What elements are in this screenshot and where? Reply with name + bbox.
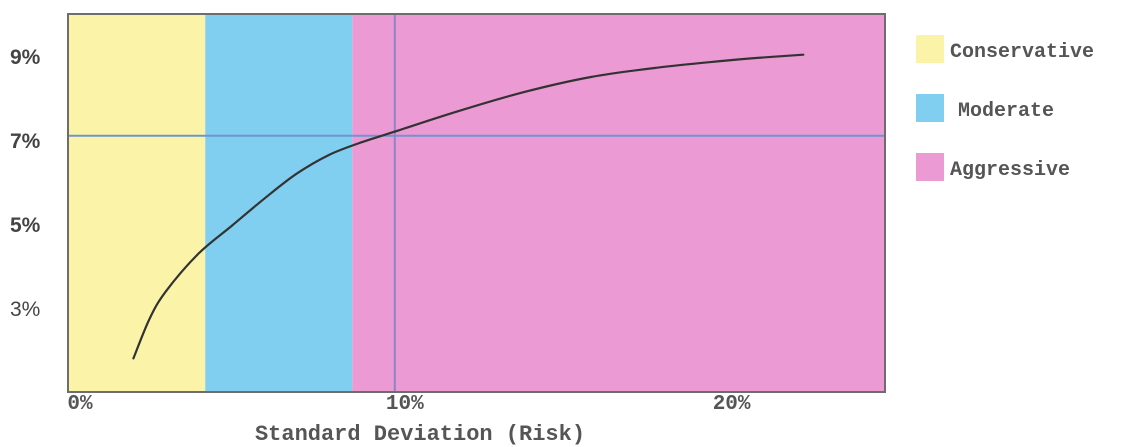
legend-item-conservative: Conservative [916,35,1094,64]
legend-label: Conservative [950,41,1094,64]
legend-swatch [916,35,944,63]
x-tick-label: 10% [386,393,424,416]
x-tick-label: 20% [713,393,751,416]
x-tick-label: 0% [67,393,93,416]
y-tick-label: 5% [10,214,41,237]
legend-swatch [916,94,944,122]
risk-regions [68,14,885,392]
x-axis-label: Standard Deviation (Risk) [255,422,585,447]
legend-item-moderate: Moderate [916,94,1054,123]
legend-label: Aggressive [950,159,1070,182]
legend: Conservative Moderate Aggressive [916,35,1094,182]
y-tick-label: 9% [10,46,41,69]
y-axis-ticks: 9% 7% 5% 3% [10,46,41,321]
y-tick-label: 7% [10,130,41,153]
reference-lines [68,14,885,392]
x-axis-ticks: 0% 10% 20% [67,393,751,416]
plot-frame [67,13,886,393]
legend-swatch [916,153,944,181]
region-aggressive [352,14,885,392]
legend-item-aggressive: Aggressive [916,153,1070,182]
legend-label: Moderate [958,100,1054,123]
region-moderate [205,14,353,392]
efficient-frontier-curve [132,53,805,360]
y-tick-label: 3% [10,298,40,321]
region-conservative [68,14,206,392]
series-line-0 [132,53,805,360]
